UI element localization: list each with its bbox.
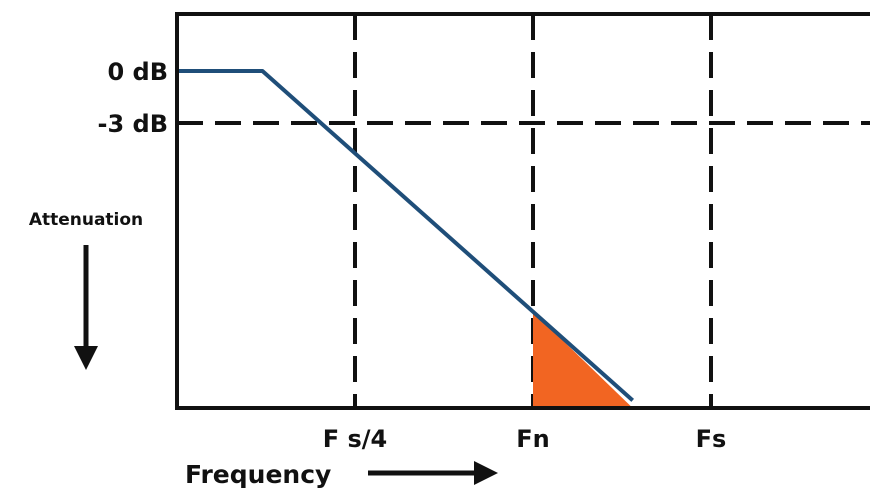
right-arrow-icon: [368, 461, 498, 485]
x-axis-label: Frequency: [185, 460, 331, 489]
filter-response-line-0: [177, 69, 635, 402]
x-tick-label-0: F s/4: [323, 425, 388, 453]
grid-layer: [177, 14, 870, 408]
y-tick-label-1: -3 dB: [98, 110, 169, 138]
y-tick-labels: 0 dB -3 dB: [98, 58, 169, 138]
y-tick-label-0: 0 dB: [107, 58, 168, 86]
x-tick-label-1: Fn: [516, 425, 549, 453]
series-layer: [177, 69, 635, 402]
x-tick-labels: F s/4 Fn Fs: [323, 425, 727, 453]
y-axis-label: Attenuation: [29, 210, 143, 230]
down-arrow-icon: [74, 245, 98, 370]
x-tick-label-2: Fs: [696, 425, 727, 453]
plot-frame: [175, 12, 870, 410]
